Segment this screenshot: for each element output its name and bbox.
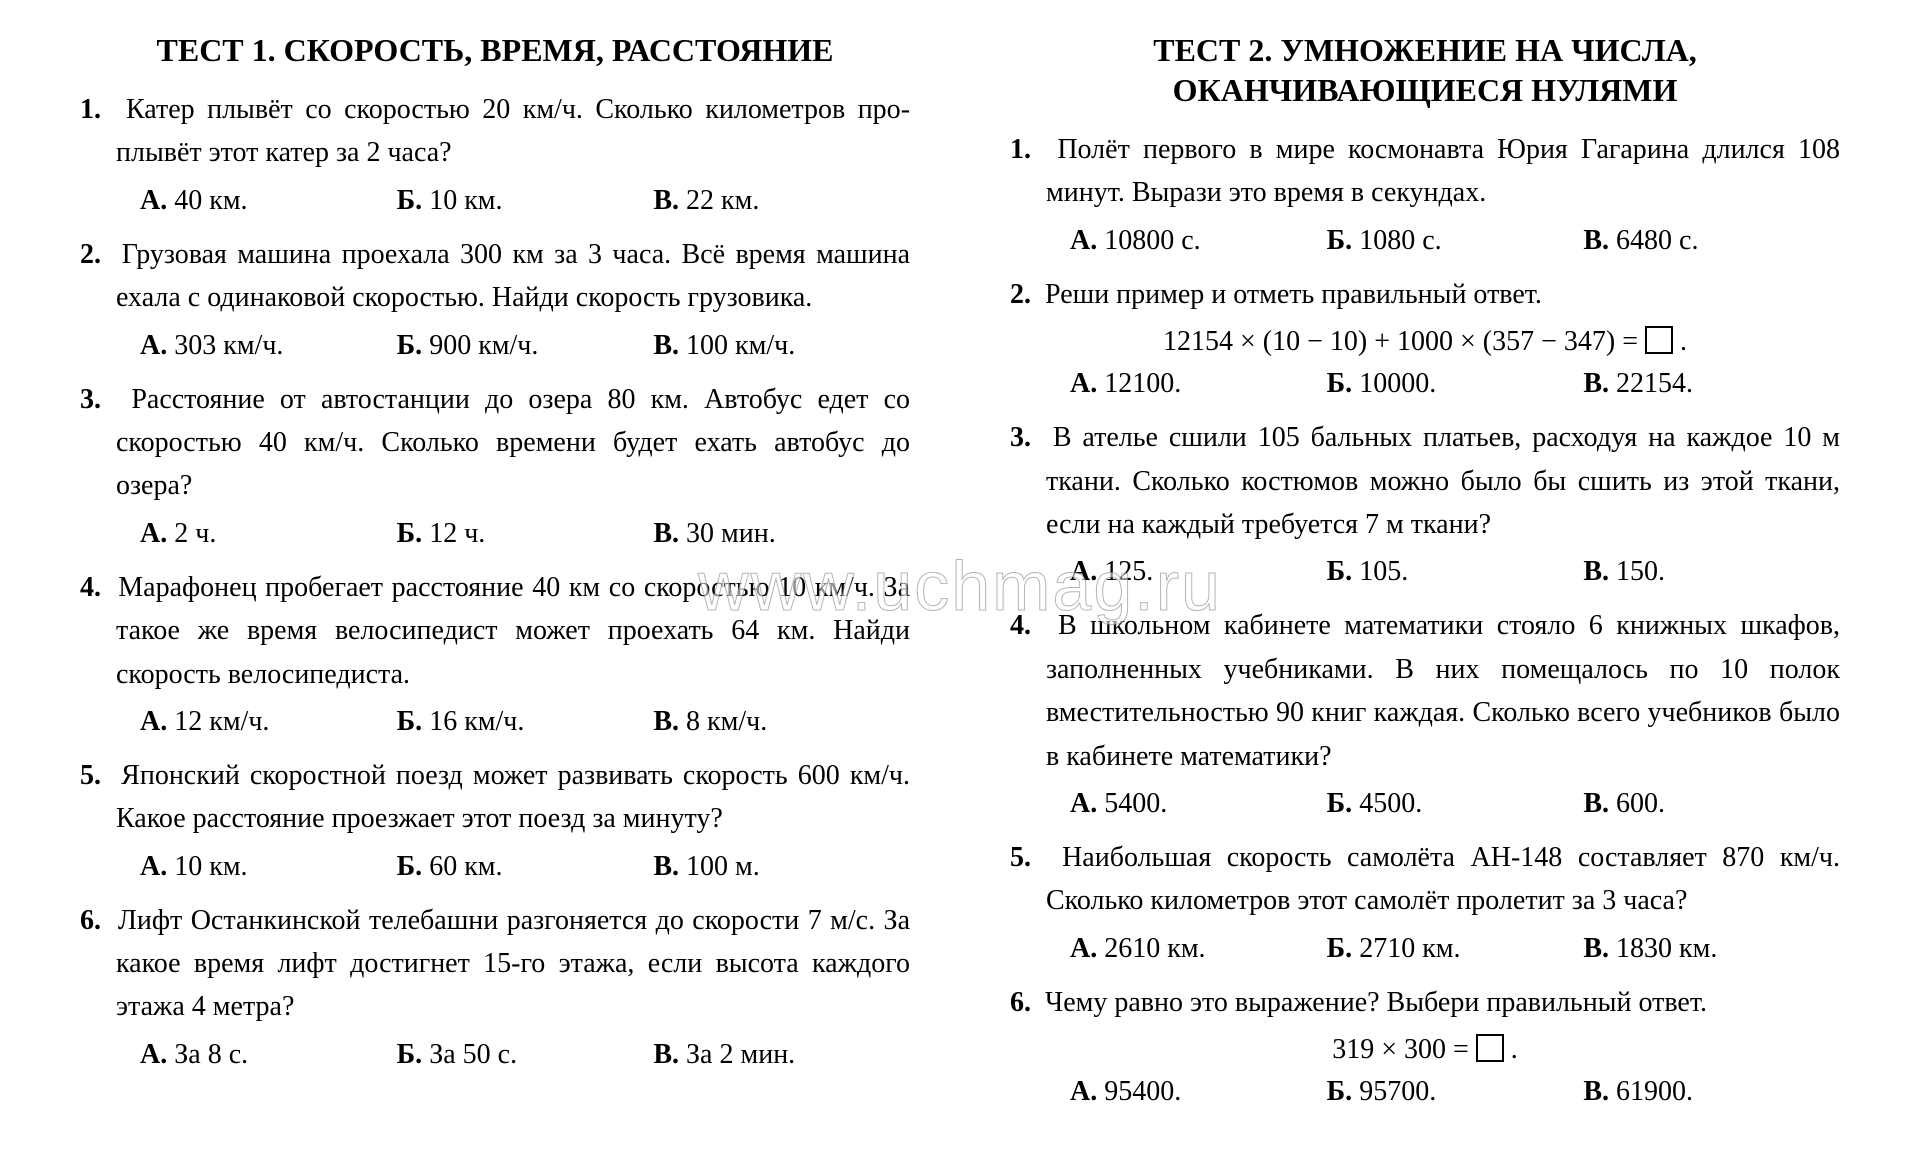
t2-q4-options: А. 5400. Б. 4500. В. 600. [1010, 788, 1840, 820]
t1-q2-options: А. 303 км/ч. Б. 900 км/ч. В. 100 км/ч. [80, 330, 910, 362]
t1-q5-text: Японский скоростной поезд может развиват… [116, 760, 910, 834]
t1-q2-opt-a[interactable]: А. 303 км/ч. [140, 330, 397, 362]
t2-q3-options: А. 125. Б. 105. В. 150. [1010, 556, 1840, 588]
t2-q2-formula: 12154 × (10 − 10) + 1000 × (357 − 347) =… [1010, 326, 1840, 358]
t2-q2-opt-b[interactable]: Б. 10000. [1327, 368, 1584, 400]
t2-q1-opt-b[interactable]: Б. 1080 с. [1327, 225, 1584, 257]
t1-q2-opt-b[interactable]: Б. 900 км/ч. [397, 330, 654, 362]
t2-q3-opt-v[interactable]: В. 150. [1583, 556, 1840, 588]
t1-q3-options: А. 2 ч. Б. 12 ч. В. 30 мин. [80, 518, 910, 550]
t2-q6-text: Чему равно это выражение? Выбери правиль… [1045, 987, 1707, 1018]
t1-q6-opt-b[interactable]: Б. За 50 с. [397, 1039, 654, 1071]
t1-q6-opt-a[interactable]: А. За 8 с. [140, 1039, 397, 1071]
t1-q1-opt-b[interactable]: Б. 10 км. [397, 185, 654, 217]
t1-q5-opt-v[interactable]: В. 100 м. [653, 851, 910, 883]
t1-q4-options: А. 12 км/ч. Б. 16 км/ч. В. 8 км/ч. [80, 706, 910, 738]
t1-q1-text: Катер плывёт со скоростью 20 км/ч. Сколь… [116, 94, 910, 168]
t1-q1-opt-a[interactable]: А. 40 км. [140, 185, 397, 217]
t2-q5: 5. Наибольшая скорость самолёта АН-148 с… [1010, 836, 1840, 923]
t2-q1-opt-v[interactable]: В. 6480 с. [1583, 225, 1840, 257]
test-1-title: ТЕСТ 1. СКОРОСТЬ, ВРЕМЯ, РАССТОЯНИЕ [80, 30, 910, 70]
t2-q2-opt-a[interactable]: А. 12100. [1070, 368, 1327, 400]
t2-q2: 2. Реши пример и отметь правильный ответ… [1010, 273, 1840, 316]
t2-q6: 6. Чему равно это выражение? Выбери прав… [1010, 981, 1840, 1024]
t1-q5-opt-a[interactable]: А. 10 км. [140, 851, 397, 883]
t1-q3-opt-b[interactable]: Б. 12 ч. [397, 518, 654, 550]
t1-q6-options: А. За 8 с. Б. За 50 с. В. За 2 мин. [80, 1039, 910, 1071]
t1-q6: 6. Лифт Останкинской телебашни разгоняет… [80, 899, 910, 1029]
t2-q6-opt-v[interactable]: В. 61900. [1583, 1076, 1840, 1108]
t1-q2-opt-v[interactable]: В. 100 км/ч. [653, 330, 910, 362]
t1-q3-text: Расстояние от автостанции до озера 80 км… [116, 384, 910, 502]
t1-q2: 2. Грузовая машина проехала 300 км за 3 … [80, 233, 910, 320]
t1-q5-options: А. 10 км. Б. 60 км. В. 100 м. [80, 851, 910, 883]
t2-q6-formula: 319 × 300 = . [1010, 1034, 1840, 1066]
t2-q5-text: Наибольшая скорость самолёта АН-148 сост… [1046, 842, 1840, 916]
t2-q1: 1. Полёт первого в мире космонавта Юрия … [1010, 128, 1840, 215]
t1-q4-opt-a[interactable]: А. 12 км/ч. [140, 706, 397, 738]
t2-q4-text: В школьном кабинете математики стояло 6 … [1046, 610, 1840, 771]
test-2-title: ТЕСТ 2. УМНОЖЕНИЕ НА ЧИСЛА, ОКАНЧИВАЮЩИЕ… [1010, 30, 1840, 110]
t1-q4: 4. Марафонец пробегает расстояние 40 км … [80, 566, 910, 696]
t2-q3: 3. В ателье сшили 105 бальных платьев, р… [1010, 416, 1840, 546]
t2-q5-opt-b[interactable]: Б. 2710 км. [1327, 933, 1584, 965]
t2-q2-opt-v[interactable]: В. 22154. [1583, 368, 1840, 400]
t1-q5: 5. Японский скоростной поезд может разви… [80, 754, 910, 841]
t2-q5-opt-v[interactable]: В. 1830 км. [1583, 933, 1840, 965]
t1-q2-text: Грузовая машина проехала 300 км за 3 час… [116, 239, 910, 313]
t2-q6-opt-b[interactable]: Б. 95700. [1327, 1076, 1584, 1108]
t2-q4-opt-a[interactable]: А. 5400. [1070, 788, 1327, 820]
t1-q3-opt-a[interactable]: А. 2 ч. [140, 518, 397, 550]
t1-q4-opt-b[interactable]: Б. 16 км/ч. [397, 706, 654, 738]
page: ТЕСТ 1. СКОРОСТЬ, ВРЕМЯ, РАССТОЯНИЕ 1. К… [0, 0, 1920, 1172]
test-1-column: ТЕСТ 1. СКОРОСТЬ, ВРЕМЯ, РАССТОЯНИЕ 1. К… [80, 30, 910, 1132]
answer-box-icon[interactable] [1476, 1034, 1504, 1062]
t2-q1-options: А. 10800 с. Б. 1080 с. В. 6480 с. [1010, 225, 1840, 257]
t2-q1-text: Полёт первого в мире космонавта Юрия Гаг… [1046, 134, 1840, 208]
t2-q5-opt-a[interactable]: А. 2610 км. [1070, 933, 1327, 965]
t1-q1-options: А. 40 км. Б. 10 км. В. 22 км. [80, 185, 910, 217]
t2-q3-text: В ателье сшили 105 бальных платьев, расх… [1046, 422, 1840, 540]
t2-q4-opt-v[interactable]: В. 600. [1583, 788, 1840, 820]
t1-q6-opt-v[interactable]: В. За 2 мин. [653, 1039, 910, 1071]
test-2-column: ТЕСТ 2. УМНОЖЕНИЕ НА ЧИСЛА, ОКАНЧИВАЮЩИЕ… [1010, 30, 1840, 1132]
t2-q2-text: Реши пример и отметь правильный ответ. [1045, 279, 1542, 310]
t1-q6-text: Лифт Останкинской телебашни разгоняется … [116, 905, 910, 1023]
t2-q4-opt-b[interactable]: Б. 4500. [1327, 788, 1584, 820]
t1-q4-text: Марафонец пробегает расстояние 40 км со … [116, 572, 910, 690]
t1-q4-opt-v[interactable]: В. 8 км/ч. [653, 706, 910, 738]
answer-box-icon[interactable] [1645, 326, 1673, 354]
t1-q5-opt-b[interactable]: Б. 60 км. [397, 851, 654, 883]
t2-q1-opt-a[interactable]: А. 10800 с. [1070, 225, 1327, 257]
t2-q6-opt-a[interactable]: А. 95400. [1070, 1076, 1327, 1108]
t2-q4: 4. В школьном кабинете математики стояло… [1010, 604, 1840, 778]
t1-q1-opt-v[interactable]: В. 22 км. [653, 185, 910, 217]
t1-q3: 3. Расстояние от автостанции до озера 80… [80, 378, 910, 508]
t2-q5-options: А. 2610 км. Б. 2710 км. В. 1830 км. [1010, 933, 1840, 965]
t1-q1: 1. Катер плывёт со скоростью 20 км/ч. Ск… [80, 88, 910, 175]
t1-q3-opt-v[interactable]: В. 30 мин. [653, 518, 910, 550]
t2-q2-options: А. 12100. Б. 10000. В. 22154. [1010, 368, 1840, 400]
t2-q3-opt-b[interactable]: Б. 105. [1327, 556, 1584, 588]
t2-q6-options: А. 95400. Б. 95700. В. 61900. [1010, 1076, 1840, 1108]
t2-q3-opt-a[interactable]: А. 125. [1070, 556, 1327, 588]
